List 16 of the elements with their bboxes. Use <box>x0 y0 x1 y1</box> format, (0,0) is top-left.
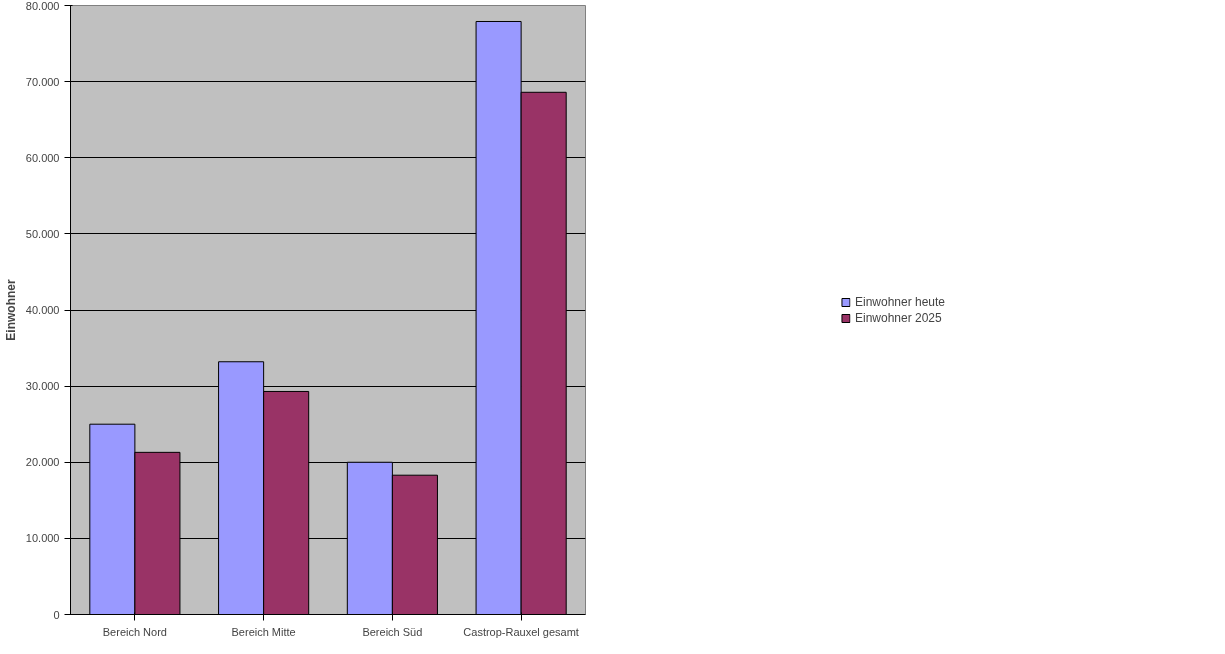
y-tick-label: 60.000 <box>25 151 60 164</box>
legend-label: Einwohner 2025 <box>854 310 942 325</box>
legend-label: Einwohner heute <box>854 294 946 309</box>
x-tick-label: Bereich Süd <box>362 625 423 638</box>
y-tick-label: 40.000 <box>25 304 60 316</box>
x-tick-label: Bereich Mitte <box>231 625 296 638</box>
y-tick-label: 50.000 <box>25 227 60 240</box>
y-tick-label: 10.000 <box>25 532 60 545</box>
y-axis-title: Einwohner <box>3 279 18 341</box>
y-tick-label: 30.000 <box>25 380 60 393</box>
y-tick-label: 20.000 <box>25 456 60 469</box>
x-tick-label: Bereich Nord <box>102 625 167 638</box>
y-tick-label: 80.000 <box>25 0 60 12</box>
y-tick-label: 70.000 <box>25 75 60 88</box>
x-tick-label: Castrop-Rauxel gesamt <box>463 625 579 638</box>
y-tick-label: 0 <box>53 608 60 621</box>
